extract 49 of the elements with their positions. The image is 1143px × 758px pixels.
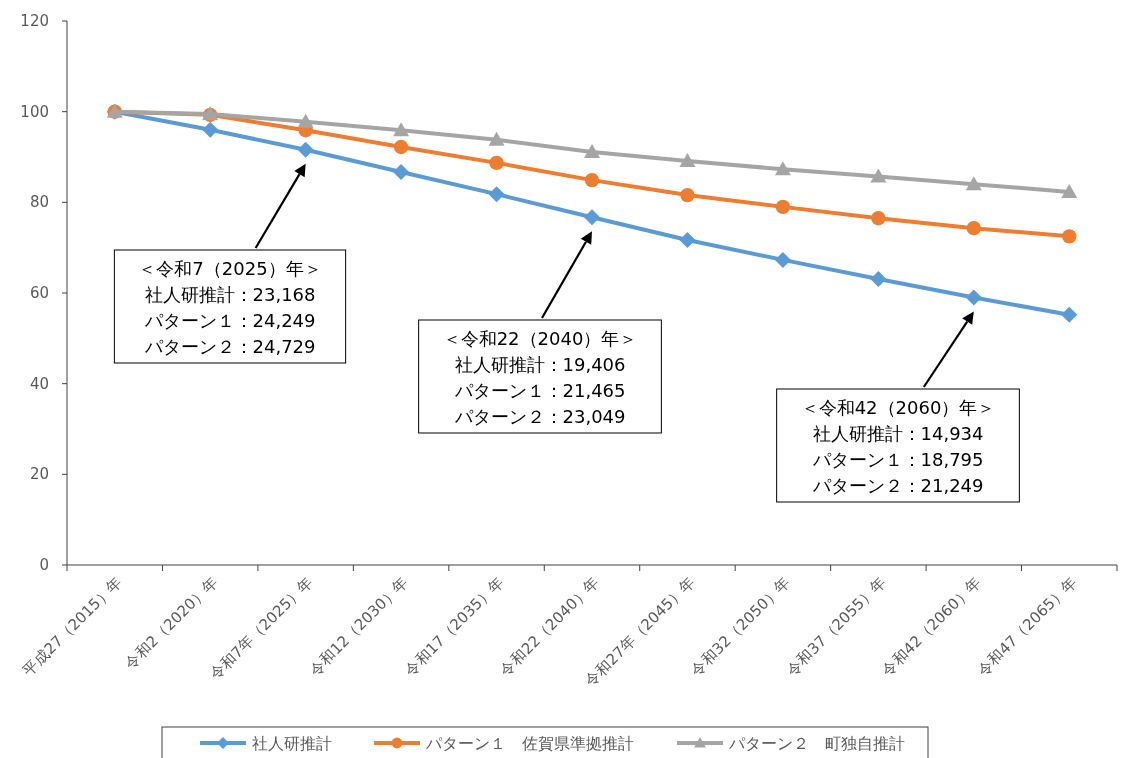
point [393, 122, 410, 137]
legend-label: パターン２ 町独自推計 [728, 734, 905, 753]
annotation: ＜令和22（2040）年＞ [442, 328, 638, 349]
point [775, 199, 791, 215]
annotation: パターン２：24,729 [143, 336, 316, 357]
y-tick-label: 40 [29, 374, 49, 393]
y-tick-label: 0 [39, 556, 49, 574]
point [488, 131, 505, 146]
annotation: パターン２：23,049 [453, 406, 626, 427]
y-tick-label: 20 [29, 465, 49, 484]
annotation: 社人研推計：23,168 [144, 284, 316, 305]
point [489, 155, 504, 171]
point [965, 289, 982, 306]
point [584, 144, 600, 159]
y-tick-label: 80 [29, 193, 49, 212]
y-tick-label: 100 [20, 102, 49, 121]
point [393, 163, 410, 180]
point [679, 231, 696, 248]
point [774, 161, 791, 176]
annotation: パターン１：18,795 [811, 449, 984, 470]
point [1062, 229, 1077, 244]
point [680, 187, 695, 203]
legend-label: パターン１ 佐賀県準拠推計 [425, 734, 634, 753]
point [870, 168, 887, 183]
point [584, 209, 600, 226]
annotation: 社人研推計：14,934 [812, 423, 984, 444]
point [966, 220, 982, 236]
point [870, 270, 887, 287]
point [202, 121, 219, 138]
point [393, 139, 409, 155]
point [965, 176, 982, 191]
y-tick-label: 60 [29, 284, 49, 302]
annotation: パターン１：24,249 [143, 310, 316, 331]
annotation: ＜令和7（2025）年＞ [138, 258, 322, 279]
annotation: パターン２：21,249 [811, 475, 984, 496]
legend-label: 社人研推計 [252, 734, 332, 753]
annotation: ＜令和42（2060）年＞ [800, 397, 996, 418]
point [297, 141, 314, 158]
point [871, 211, 886, 226]
point [1061, 306, 1078, 323]
point [584, 172, 600, 188]
point [774, 251, 791, 268]
point [488, 186, 505, 203]
point [679, 153, 696, 168]
point [297, 113, 314, 128]
y-tick-label: 120 [20, 12, 49, 30]
annotation: パターン１：21,465 [453, 380, 626, 401]
point [1061, 183, 1078, 198]
annotation: 社人研推計：19,406 [454, 354, 626, 375]
